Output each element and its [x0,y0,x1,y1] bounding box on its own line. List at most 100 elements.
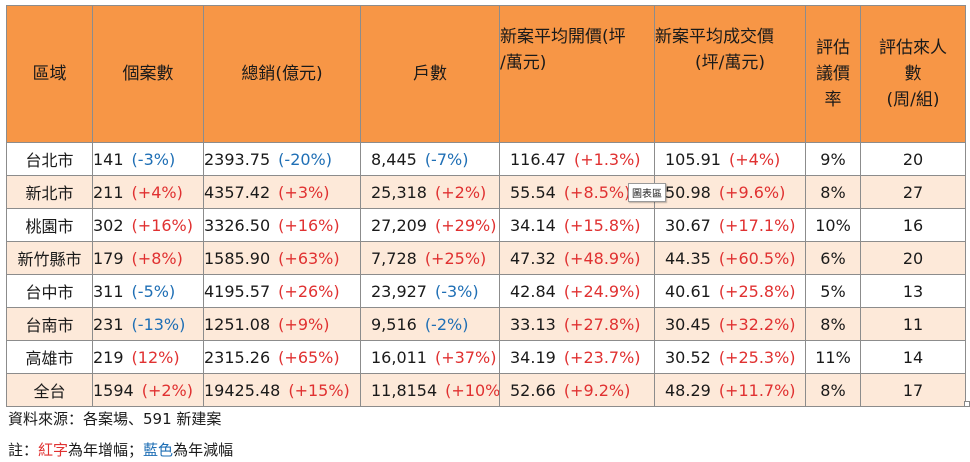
cases-change: (-5%) [131,281,176,301]
source-note: 資料來源：各案場、591 新建案 [8,410,222,428]
deal-price-cell: 50.98 (+9.6%) [654,175,806,209]
cases-change: (-13%) [131,314,186,334]
units-cell: 23,927 (-3%) [360,274,500,308]
sales-change: (+26%) [278,281,340,301]
open-price-cell: 34.19 (+23.7%) [499,340,655,374]
units-value: 11,8154 [371,380,438,400]
deal-price-change: (+60.5%) [718,248,796,268]
open-price-cell: 52.66 (+9.2%) [499,373,655,407]
units-value: 9,516 [371,314,417,334]
bargain-rate-cell: 8% [805,175,861,209]
open-price-cell: 116.47 (+1.3%) [499,142,655,176]
deal-price-change: (+9.6%) [718,182,786,202]
region-cell: 台南市 [6,307,93,341]
header-region: 區域 [6,5,93,143]
deal-price-cell: 30.45 (+32.2%) [654,307,806,341]
sales-cell: 2315.26 (+65%) [203,340,361,374]
deal-price-change: (+17.1%) [718,215,796,235]
open-price-change: (+9.2%) [563,380,631,400]
sales-change: (+15%) [288,380,350,400]
deal-price-value: 48.29 [665,380,711,400]
visitors-cell: 13 [860,274,966,308]
units-change: (+10%) [445,380,500,400]
deal-price-cell: 30.52 (+25.3%) [654,340,806,374]
sales-cell: 2393.75 (-20%) [203,142,361,176]
table-row: 全台 1594 (+2%) 19425.48 (+15%) 11,8154 (+10%… [6,373,966,407]
sales-change: (+9%) [278,314,330,334]
sales-value: 2393.75 [204,149,271,169]
header-deal-price-line2: (坪/萬元) [695,53,765,73]
table-row: 台南市 231 (-13%) 1251.08 (+9%) 9,516 (-2%) 33… [6,307,966,341]
sales-cell: 1585.90 (+63%) [203,241,361,275]
sales-cell: 19425.48 (+15%) [203,373,361,407]
region-cell: 桃園市 [6,208,93,242]
sales-change: (+65%) [278,347,340,367]
sales-value: 4357.42 [204,182,271,202]
sales-change: (-20%) [278,149,332,169]
cases-cell: 179 (+8%) [92,241,204,275]
open-price-change: (+48.9%) [563,248,641,268]
header-deal-price-line1: 新案平均成交價 [655,27,775,47]
visitors-cell: 20 [860,142,966,176]
sales-cell: 4357.42 (+3%) [203,175,361,209]
sales-change: (+16%) [278,215,340,235]
cases-cell: 219 (12%) [92,340,204,374]
resize-handle[interactable] [964,401,970,407]
header-row: 區域 個案數 總銷(億元) 戶數 新案平均開價(坪 /萬元) 新案平均成交價 (… [6,5,966,143]
region-cell: 新竹縣市 [6,241,93,275]
open-price-change: (+27.8%) [563,314,641,334]
header-cases: 個案數 [92,5,204,143]
open-price-value: 34.14 [510,215,556,235]
bargain-rate-cell: 8% [805,373,861,407]
sales-value: 4195.57 [204,281,271,301]
deal-price-value: 105.91 [665,149,721,169]
header-visitors: 評估來人 數 (周/組) [860,5,966,143]
bargain-rate-cell: 10% [805,208,861,242]
units-cell: 25,318 (+2%) [360,175,500,209]
deal-price-change: (+4%) [728,149,781,169]
open-price-cell: 47.32 (+48.9%) [499,241,655,275]
cases-change: (-3%) [131,149,176,169]
region-cell: 台北市 [6,142,93,176]
header-bargain-rate: 評估 議價 率 [805,5,861,143]
open-price-value: 47.32 [510,248,556,268]
deal-price-cell: 30.67 (+17.1%) [654,208,806,242]
visitors-cell: 14 [860,340,966,374]
table-row: 新北市 211 (+4%) 4357.42 (+3%) 25,318 (+2%) 55… [6,175,966,209]
bargain-rate-cell: 11% [805,340,861,374]
units-change: (-7%) [424,149,469,169]
open-price-change: (+23.7%) [563,347,641,367]
units-value: 8,445 [371,149,417,169]
units-cell: 27,209 (+29%) [360,208,500,242]
units-change: (-3%) [434,281,479,301]
deal-price-value: 50.98 [665,182,711,202]
cases-value: 141 [93,149,124,169]
sales-value: 3326.50 [204,215,271,235]
table-row: 桃園市 302 (+16%) 3326.50 (+16%) 27,209 (+29%)… [6,208,966,242]
open-price-value: 52.66 [510,380,556,400]
units-change: (+37%) [434,347,497,367]
units-cell: 16,011 (+37%) [360,340,500,374]
units-value: 23,927 [371,281,427,301]
deal-price-cell: 40.61 (+25.8%) [654,274,806,308]
bargain-rate-cell: 6% [805,241,861,275]
open-price-change: (+8.5%) [563,182,631,202]
header-open-price: 新案平均開價(坪 /萬元) [499,5,655,143]
cases-change: (+8%) [131,248,183,268]
cases-cell: 231 (-13%) [92,307,204,341]
deal-price-value: 40.61 [665,281,711,301]
units-cell: 8,445 (-7%) [360,142,500,176]
deal-price-change: (+32.2%) [718,314,796,334]
units-cell: 11,8154 (+10%) [360,373,500,407]
deal-price-change: (+25.8%) [718,281,796,301]
bargain-rate-cell: 8% [805,307,861,341]
header-total-sales: 總銷(億元) [203,5,361,143]
header-bargain-line2: 議價 [816,64,850,84]
header-bargain-line3: 率 [824,90,842,110]
cases-value: 219 [93,347,124,367]
cases-change: (+4%) [131,182,183,202]
cases-change: (+2%) [141,380,193,400]
deal-price-value: 44.35 [665,248,711,268]
note-mid: 為年增幅； [68,441,144,459]
open-price-cell: 42.84 (+24.9%) [499,274,655,308]
